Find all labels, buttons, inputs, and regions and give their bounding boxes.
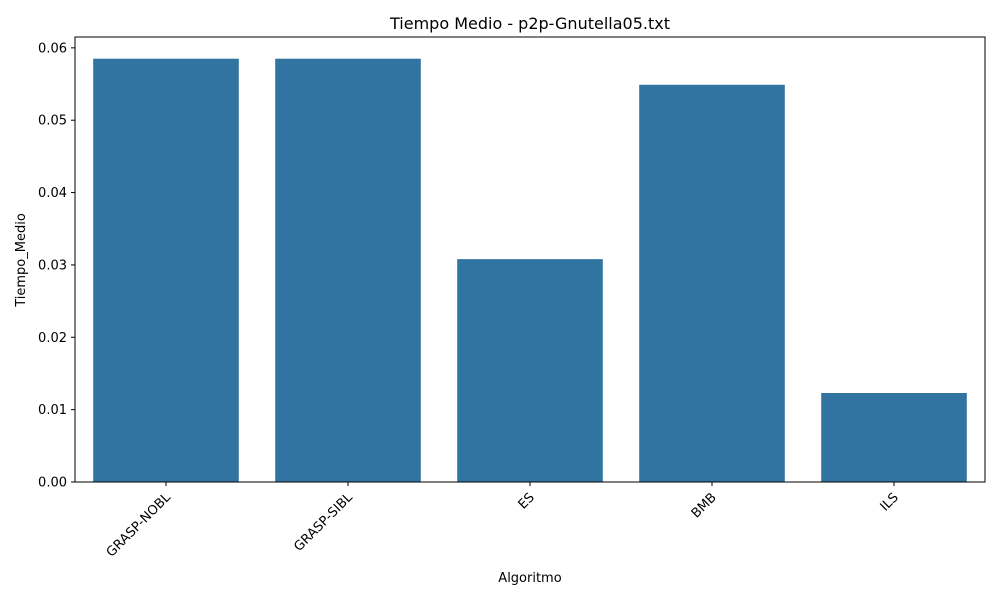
plot-frame [74,36,986,483]
x-tick-label: ES [516,490,538,512]
bar-grasp-nobl [93,58,239,483]
y-axis: 0.00 0.01 0.02 0.03 0.04 0.05 0.06 [38,41,75,491]
bar-ils [821,393,967,482]
y-tick-label: 0.01 [38,403,67,418]
x-axis-label: Algoritmo [498,571,561,586]
y-tick-label: 0.03 [38,258,67,273]
y-tick-label: 0.05 [38,114,67,129]
y-tick-label: 0.06 [38,41,67,56]
y-tick-label: 0.02 [38,331,67,346]
bar-bmb [639,84,785,482]
x-tick-label: BMB [689,490,720,521]
y-tick-label: 0.00 [38,476,67,491]
y-tick-label: 0.04 [38,186,67,201]
bar-grasp-sibl [275,58,421,483]
bar-es [457,259,603,482]
x-tick-label: ILS [878,490,902,514]
x-tick-label: GRASP-SIBL [291,490,356,555]
bars-group [93,58,967,483]
y-axis-label: Tiempo_Medio [14,213,29,308]
x-axis: GRASP-NOBL GRASP-SIBL ES BMB ILS [104,482,902,560]
chart-title: Tiempo Medio - p2p-Gnutella05.txt [389,14,670,33]
x-tick-label: GRASP-NOBL [104,490,175,561]
